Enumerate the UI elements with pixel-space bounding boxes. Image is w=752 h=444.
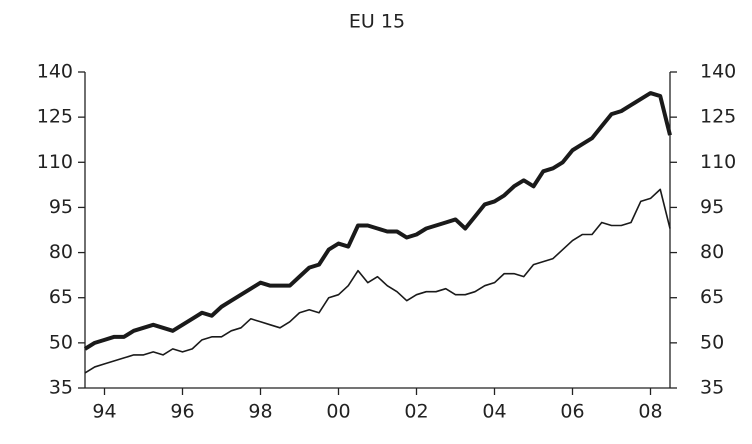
x-tick-label: 98 <box>248 401 272 423</box>
series-line <box>83 91 672 351</box>
x-tick-label: 08 <box>638 401 662 423</box>
chart-title: EU 15 <box>349 11 405 33</box>
y2-tick-label: 95 <box>700 196 724 218</box>
y2-tick-label: 65 <box>700 286 724 308</box>
x-tick-label: 06 <box>560 401 584 423</box>
series-line <box>84 188 671 374</box>
y2-tick-label: 125 <box>700 106 736 128</box>
y-tick-label: 35 <box>49 377 73 399</box>
x-tick-label: 04 <box>482 401 506 423</box>
y-tick-label: 50 <box>49 331 73 353</box>
y-tick-label: 140 <box>37 61 73 83</box>
x-tick-label: 94 <box>92 401 116 423</box>
x-tick-label: 96 <box>170 401 194 423</box>
x-tick-label: 00 <box>326 401 350 423</box>
y2-tick-label: 80 <box>700 241 724 263</box>
y2-tick-label: 35 <box>700 377 724 399</box>
y-tick-label: 125 <box>37 106 73 128</box>
y2-tick-label: 110 <box>700 151 736 173</box>
y2-tick-label: 50 <box>700 331 724 353</box>
x-tick-label: 02 <box>404 401 428 423</box>
y-tick-label: 95 <box>49 196 73 218</box>
y-tick-label: 65 <box>49 286 73 308</box>
y-tick-label: 110 <box>37 151 73 173</box>
y2-tick-label: 140 <box>700 61 736 83</box>
y-tick-label: 80 <box>49 241 73 263</box>
